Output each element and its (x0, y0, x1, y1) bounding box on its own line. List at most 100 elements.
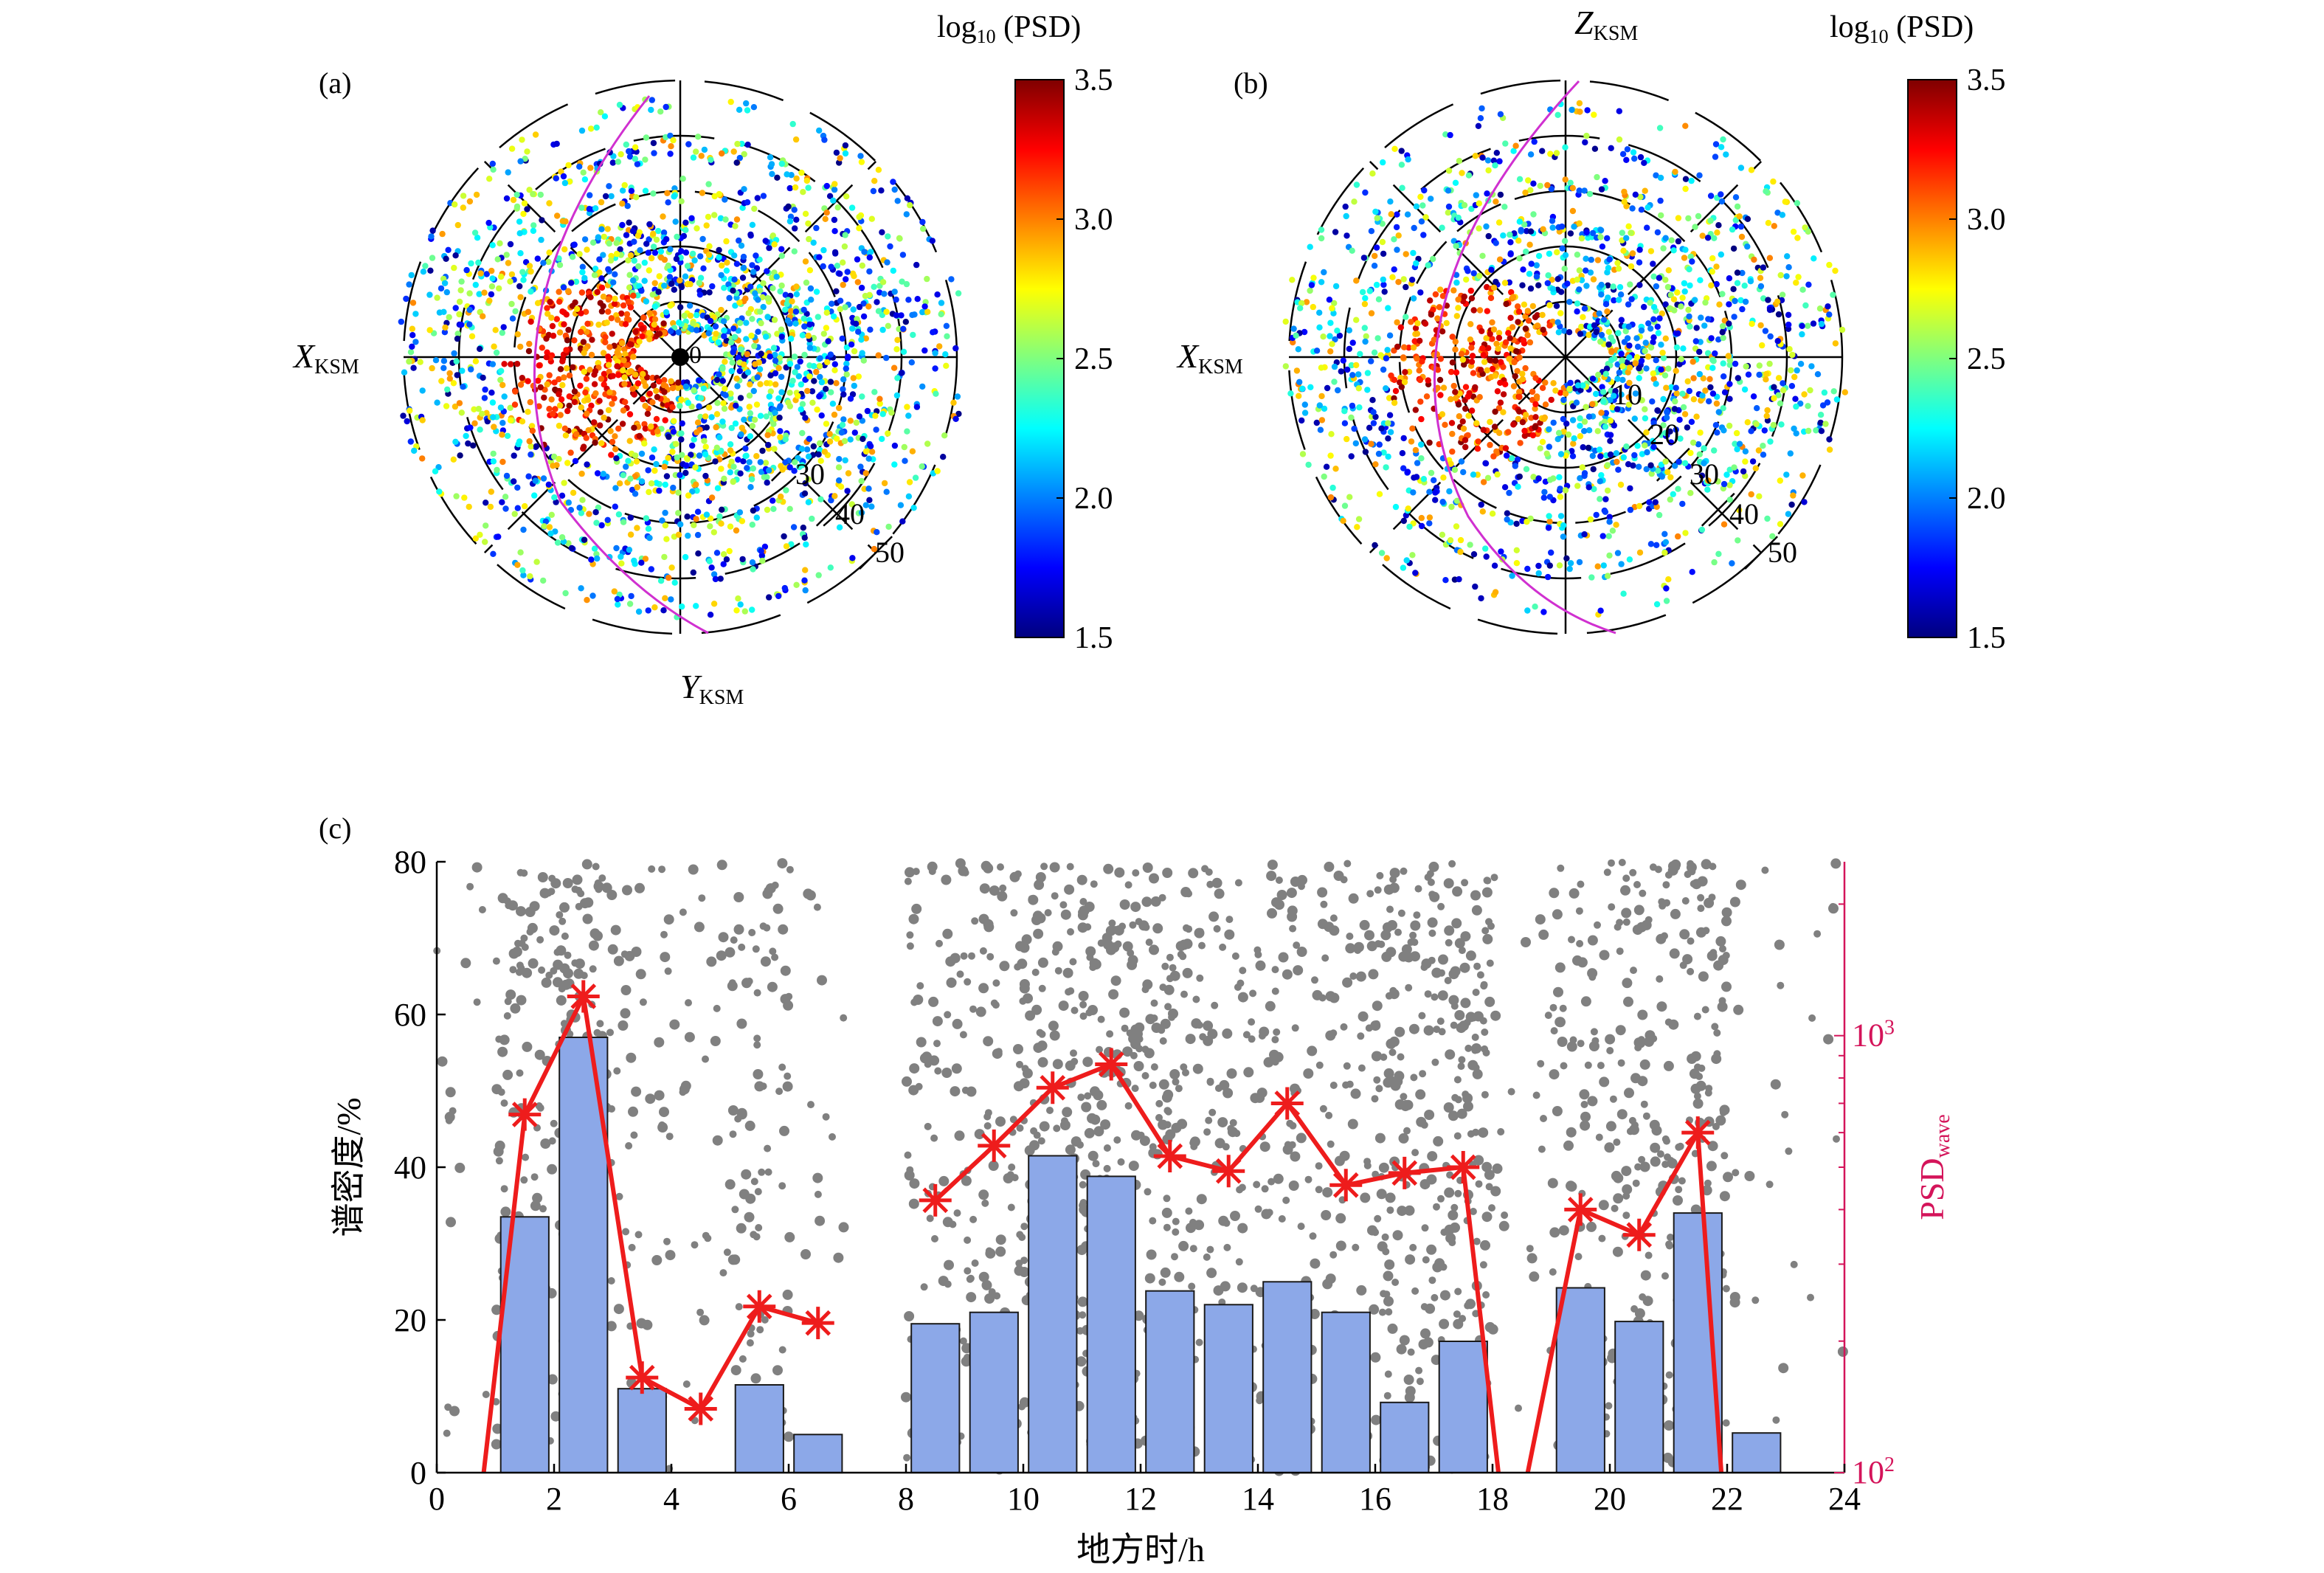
scatter-point (696, 1308, 705, 1316)
psd-sample-point (602, 339, 609, 346)
psd-sample-point (1404, 211, 1411, 218)
psd-sample-point (1490, 326, 1498, 333)
psd-sample-point (1484, 157, 1492, 164)
psd-sample-point (784, 171, 790, 178)
psd-sample-point (699, 235, 706, 243)
psd-sample-point (1510, 421, 1517, 428)
psd-sample-point (722, 359, 728, 365)
psd-sample-point (1741, 283, 1748, 289)
psd-sample-point (757, 287, 764, 294)
psd-sample-point (801, 490, 809, 497)
psd-sample-point (1394, 246, 1400, 253)
scatter-point (959, 1031, 967, 1039)
scatter-point (545, 971, 553, 979)
psd-sample-point (687, 312, 694, 319)
scatter-point (753, 1233, 761, 1241)
psd-sample-point (734, 140, 741, 148)
psd-sample-point (1501, 280, 1509, 286)
psd-sample-point (471, 406, 477, 412)
psd-sample-point (913, 261, 920, 269)
psd-sample-point (821, 136, 828, 143)
psd-sample-point (677, 471, 683, 479)
psd-sample-point (748, 476, 755, 483)
psd-sample-point (849, 325, 856, 332)
psd-sample-point (1576, 100, 1583, 107)
psd-sample-point (1702, 299, 1709, 306)
psd-sample-point (677, 521, 684, 528)
psd-sample-point (559, 381, 566, 389)
psd-sample-point (573, 278, 580, 286)
psd-sample-point (1602, 508, 1609, 515)
psd-sample-point (801, 534, 808, 541)
psd-sample-point (1410, 249, 1417, 257)
scatter-point (964, 978, 972, 986)
psd-sample-point (766, 393, 773, 400)
psd-sample-point (1681, 255, 1688, 261)
psd-sample-point (583, 435, 589, 441)
colorbar-tick-label: 3.5 (1074, 63, 1113, 97)
psd-sample-point (1584, 107, 1591, 114)
psd-sample-point (1479, 252, 1486, 259)
psd-sample-point (1698, 526, 1706, 533)
scatter-point (537, 872, 548, 882)
psd-sample-point (1479, 508, 1487, 515)
psd-sample-point (1546, 250, 1553, 257)
psd-sample-point (1498, 359, 1504, 365)
psd-sample-point (747, 231, 754, 238)
psd-sample-point (1527, 228, 1535, 235)
psd-sample-point (1778, 421, 1785, 428)
psd-sample-point (1723, 151, 1729, 158)
psd-sample-point (1509, 294, 1517, 300)
scatter-point (437, 1056, 448, 1067)
psd-sample-point (1461, 293, 1468, 300)
psd-sample-point (1296, 378, 1303, 385)
psd-sample-point (1599, 243, 1606, 250)
psd-sample-point (499, 381, 506, 389)
psd-sample-point (738, 346, 744, 353)
psd-sample-point (1556, 474, 1563, 480)
psd-sample-point (764, 506, 771, 514)
scatter-point (764, 1144, 772, 1152)
psd-sample-point (1715, 550, 1722, 557)
psd-sample-point (648, 566, 654, 573)
psd-sample-point (729, 359, 736, 366)
psd-sample-point (693, 516, 699, 522)
psd-sample-point (541, 394, 547, 401)
psd-sample-point (1425, 377, 1431, 384)
psd-sample-point (1409, 425, 1416, 432)
psd-sample-point (1432, 489, 1439, 496)
psd-sample-point (872, 412, 879, 419)
psd-sample-point (1532, 401, 1539, 407)
psd-sample-point (747, 484, 754, 491)
psd-sample-point (823, 210, 830, 216)
psd-sample-point (459, 367, 466, 374)
psd-sample-point (472, 281, 479, 288)
psd-sample-point (1355, 385, 1363, 392)
psd-sample-point (1628, 296, 1635, 302)
psd-sample-point (809, 399, 816, 406)
psd-sample-point (1398, 162, 1405, 168)
psd-sample-point (1374, 335, 1381, 342)
psd-sample-point (1546, 426, 1552, 433)
psd-sample-point (1449, 333, 1456, 340)
psd-sample-point (728, 424, 735, 432)
psd-sample-point (772, 409, 778, 416)
psd-sample-point (751, 205, 758, 212)
psd-sample-point (1400, 354, 1407, 361)
psd-sample-point (540, 260, 547, 266)
psd-sample-point (1623, 443, 1630, 450)
psd-sample-point (696, 377, 702, 384)
psd-sample-point (576, 163, 583, 170)
scatter-point (908, 1198, 919, 1209)
psd-sample-point (1560, 522, 1567, 529)
psd-sample-point (830, 197, 837, 204)
psd-sample-point (661, 553, 668, 561)
psd-sample-point (669, 404, 676, 410)
psd-sample-point (626, 284, 633, 291)
psd-sample-point (708, 494, 716, 501)
psd-sample-point (524, 206, 530, 212)
scatter-point (610, 924, 621, 936)
psd-sample-point (823, 421, 830, 427)
psd-sample-point (1748, 428, 1754, 435)
psd-sample-point (643, 134, 650, 141)
